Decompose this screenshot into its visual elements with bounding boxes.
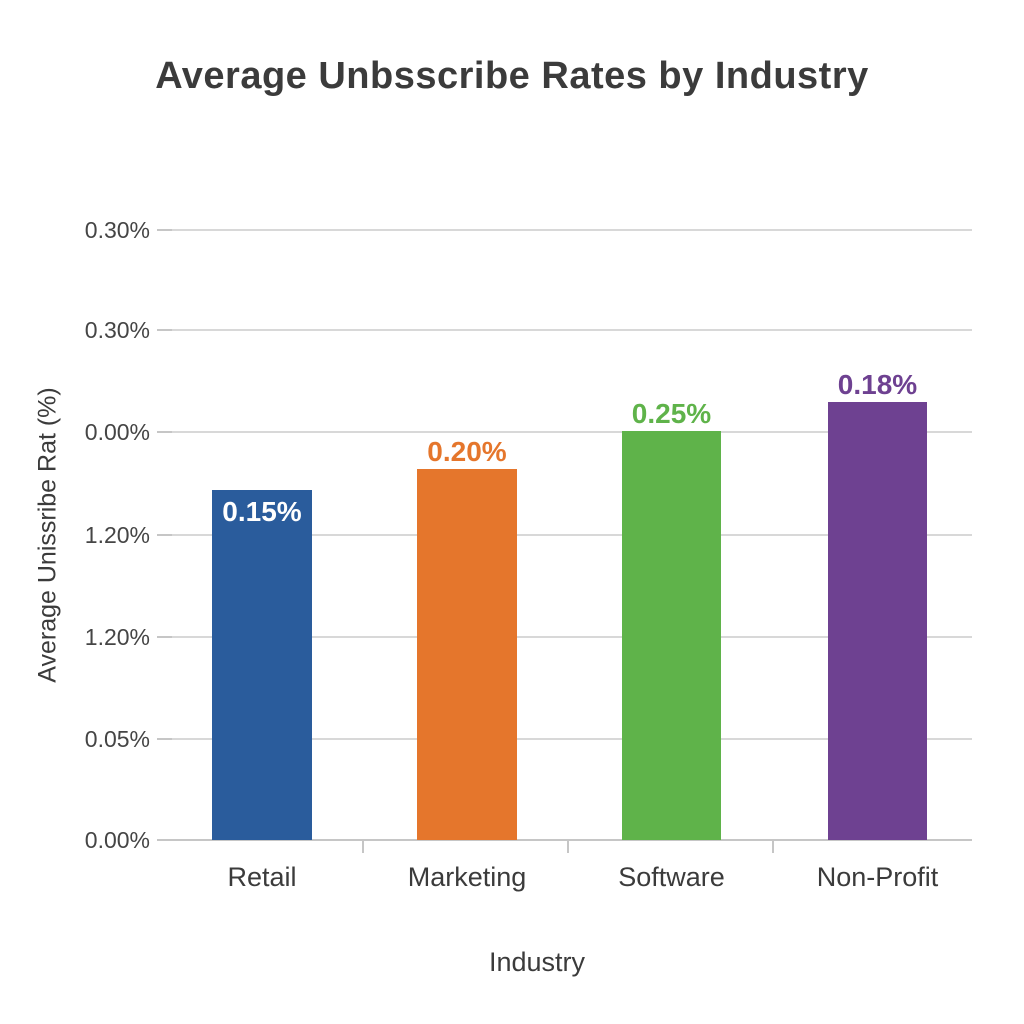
bar-value-label-retail: 0.15% [222,496,302,527]
bar-software [622,431,721,840]
gridline [172,636,972,638]
y-axis-tick [157,636,172,638]
bar-retail [212,490,312,840]
y-axis-tick [157,738,172,740]
y-axis-tick [157,431,172,433]
x-axis-tick [362,840,364,853]
gridline [172,431,972,433]
y-tick-label: 0.30% [84,317,150,343]
y-tick-label: 0.00% [84,419,150,445]
gridline [172,329,972,331]
category-label-software: Software [618,862,725,892]
category-label-non-profit: Non-Profit [816,862,939,892]
y-axis-tick [157,839,172,841]
category-label-marketing: Marketing [407,862,527,892]
gridline [172,229,972,231]
y-tick-label: 0.00% [84,827,150,853]
x-axis-line [172,839,972,841]
bar-value-label-software: 0.25% [631,398,712,429]
bar-value-label-marketing: 0.20% [427,436,507,467]
x-axis-tick [772,840,774,853]
y-tick-label: 0.30% [84,217,150,243]
y-axis-tick [157,329,172,331]
y-axis-tick [157,534,172,536]
bar-value-label-non-profit: 0.18% [837,369,918,400]
y-axis-tick [157,229,172,231]
x-axis-tick [567,840,569,853]
gridline [172,738,972,740]
y-tick-label: 1.20% [84,522,150,548]
y-tick-label: 0.05% [84,726,150,752]
bar-non-profit [828,402,927,840]
x-axis-title: Industry [488,947,586,977]
bar-marketing [417,469,517,840]
y-tick-label: 1.20% [84,624,150,650]
category-label-retail: Retail [227,862,297,892]
gridline [172,534,972,536]
chart-title: Average Unbsscribe Rates by Industry [155,55,869,97]
